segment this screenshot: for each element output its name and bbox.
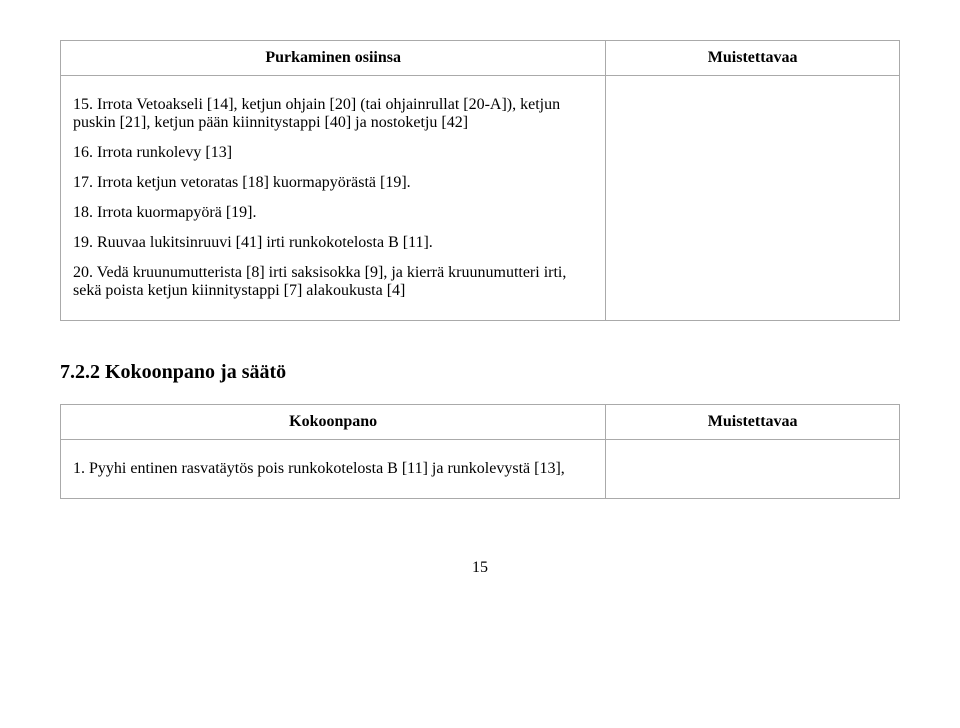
assembly-steps-cell: 1. Pyyhi entinen rasvatäytös pois runkok… (61, 440, 606, 499)
step-text: 18. Irrota kuormapyörä [19]. (73, 204, 593, 222)
assembly-notes-cell (606, 440, 900, 499)
disassembly-steps-cell: 15. Irrota Vetoakseli [14], ketjun ohjai… (61, 76, 606, 321)
assembly-table: Kokoonpano Muistettavaa 1. Pyyhi entinen… (60, 404, 900, 499)
disassembly-header-left: Purkaminen osiinsa (61, 41, 606, 76)
assembly-header-left: Kokoonpano (61, 405, 606, 440)
assembly-header-right: Muistettavaa (606, 405, 900, 440)
step-text: 16. Irrota runkolevy [13] (73, 144, 593, 162)
step-text: 17. Irrota ketjun vetoratas [18] kuormap… (73, 174, 593, 192)
step-text: 1. Pyyhi entinen rasvatäytös pois runkok… (73, 460, 593, 478)
section-heading: 7.2.2 Kokoonpano ja säätö (60, 361, 900, 384)
step-text: 15. Irrota Vetoakseli [14], ketjun ohjai… (73, 96, 593, 132)
page-number: 15 (60, 559, 900, 577)
disassembly-table: Purkaminen osiinsa Muistettavaa 15. Irro… (60, 40, 900, 321)
step-text: 20. Vedä kruunumutterista [8] irti saksi… (73, 264, 593, 300)
disassembly-header-right: Muistettavaa (606, 41, 900, 76)
step-text: 19. Ruuvaa lukitsinruuvi [41] irti runko… (73, 234, 593, 252)
disassembly-notes-cell (606, 76, 900, 321)
